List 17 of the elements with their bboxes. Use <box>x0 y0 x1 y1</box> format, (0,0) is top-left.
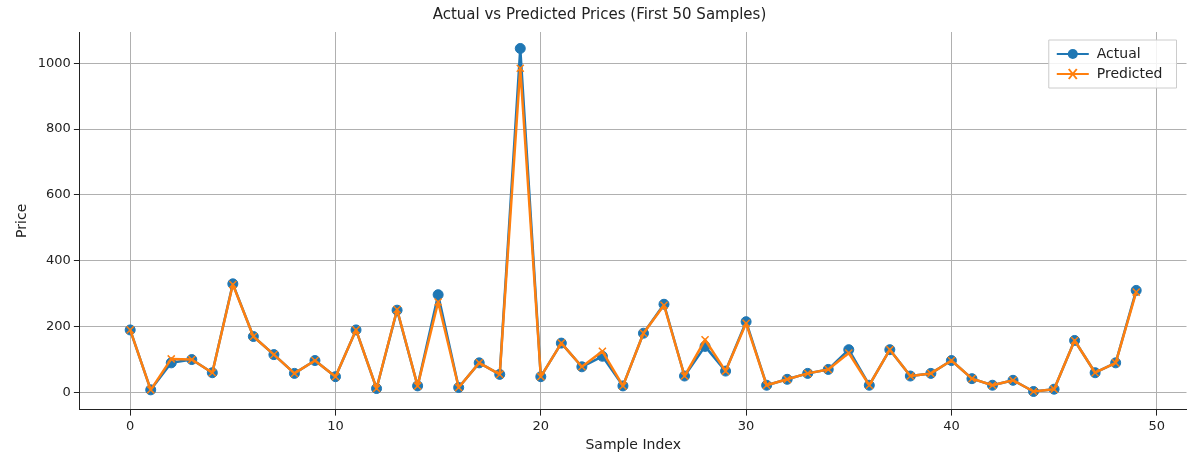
legend-label: Predicted <box>1096 64 1163 81</box>
y-tick-label: 800 <box>46 120 71 136</box>
x-tick-label: 0 <box>126 417 135 433</box>
y-tick-label: 400 <box>46 252 71 268</box>
x-tick-label: 10 <box>327 417 344 433</box>
chart-title: Actual vs Predicted Prices (First 50 Samples) <box>432 4 767 23</box>
x-axis-title: Sample Index <box>585 436 681 453</box>
x-tick-label: 40 <box>943 417 960 433</box>
y-tick-label: 600 <box>46 186 71 202</box>
y-tick-label: 0 <box>62 383 71 399</box>
legend-label: Actual <box>1096 44 1141 61</box>
x-tick-label: 30 <box>737 417 755 433</box>
y-axis-title: Price <box>13 203 30 238</box>
y-tick-label: 200 <box>46 318 71 334</box>
x-tick-label: 20 <box>532 417 550 433</box>
x-tick-label: 50 <box>1148 417 1165 433</box>
y-tick-label: 1000 <box>37 54 71 70</box>
